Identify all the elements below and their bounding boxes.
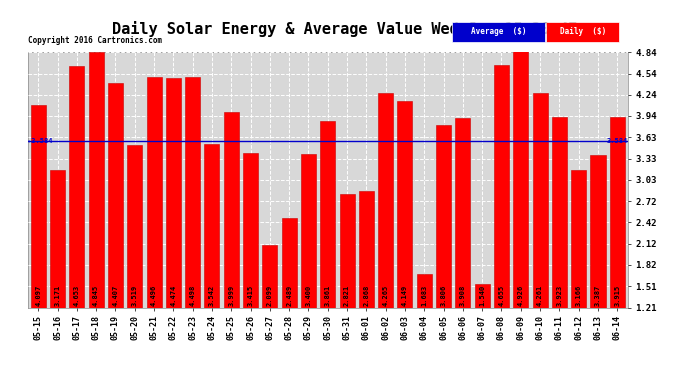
Text: Daily  ($): Daily ($) <box>560 27 606 36</box>
Text: 3.861: 3.861 <box>325 285 331 306</box>
Bar <box>455 118 471 375</box>
Bar <box>417 274 432 375</box>
Text: 4.498: 4.498 <box>190 285 196 306</box>
Bar <box>591 154 606 375</box>
Bar <box>359 191 374 375</box>
Text: 4.655: 4.655 <box>498 285 504 306</box>
Text: 2.868: 2.868 <box>364 285 369 306</box>
Bar <box>552 117 567 375</box>
Text: 3.415: 3.415 <box>248 285 253 306</box>
Text: 4.496: 4.496 <box>151 285 157 306</box>
Text: 3.908: 3.908 <box>460 285 466 306</box>
Bar <box>224 112 239 375</box>
Text: 1.540: 1.540 <box>479 285 485 306</box>
Bar <box>282 217 297 375</box>
Bar <box>146 76 161 375</box>
Bar <box>30 105 46 375</box>
Text: 3.171: 3.171 <box>55 285 61 306</box>
Bar <box>378 93 393 375</box>
Text: Copyright 2016 Cartronics.com: Copyright 2016 Cartronics.com <box>28 36 161 45</box>
Text: 2.821: 2.821 <box>344 285 350 306</box>
Text: 3.923: 3.923 <box>556 285 562 306</box>
Text: 2.489: 2.489 <box>286 285 292 306</box>
Text: 4.149: 4.149 <box>402 285 408 306</box>
Text: 4.926: 4.926 <box>518 285 524 306</box>
Text: Average  ($): Average ($) <box>471 27 526 36</box>
Bar <box>166 78 181 375</box>
Text: 4.265: 4.265 <box>383 285 388 306</box>
Text: 3.999: 3.999 <box>228 285 234 306</box>
Bar <box>320 121 335 375</box>
Text: 3.519: 3.519 <box>132 285 138 306</box>
Bar <box>339 194 355 375</box>
Text: 3.166: 3.166 <box>575 285 582 306</box>
Text: Daily Solar Energy & Average Value Wed Jun 15 20:47: Daily Solar Energy & Average Value Wed J… <box>112 21 578 37</box>
Bar <box>475 284 490 375</box>
Bar <box>513 46 529 375</box>
Text: 3.387: 3.387 <box>595 285 601 306</box>
Text: 3.584: 3.584 <box>607 138 628 144</box>
Bar <box>301 154 316 375</box>
Bar <box>262 245 277 375</box>
Text: 4.407: 4.407 <box>112 285 119 306</box>
Bar <box>127 145 142 375</box>
Text: 3.542: 3.542 <box>209 285 215 306</box>
Text: 4.653: 4.653 <box>74 285 80 306</box>
Text: 3.806: 3.806 <box>440 285 446 306</box>
Bar <box>69 66 84 375</box>
Text: 4.261: 4.261 <box>537 285 543 306</box>
Text: 1.683: 1.683 <box>422 285 427 306</box>
Bar <box>494 66 509 375</box>
Bar <box>571 170 586 375</box>
Bar <box>243 153 258 375</box>
Bar <box>185 76 200 375</box>
Bar <box>108 83 123 375</box>
Text: 3.400: 3.400 <box>306 285 311 306</box>
Bar <box>204 144 219 375</box>
Text: 3.915: 3.915 <box>614 285 620 306</box>
Bar <box>88 52 104 375</box>
Bar <box>436 125 451 375</box>
Text: 4.474: 4.474 <box>170 285 177 306</box>
Text: 4.845: 4.845 <box>93 285 99 306</box>
Bar <box>533 93 548 375</box>
Bar <box>397 101 413 375</box>
Bar <box>610 117 625 375</box>
Text: 2.099: 2.099 <box>267 285 273 306</box>
Text: ←3.584: ←3.584 <box>28 138 53 144</box>
Bar <box>50 170 65 375</box>
Text: 4.097: 4.097 <box>35 285 41 306</box>
